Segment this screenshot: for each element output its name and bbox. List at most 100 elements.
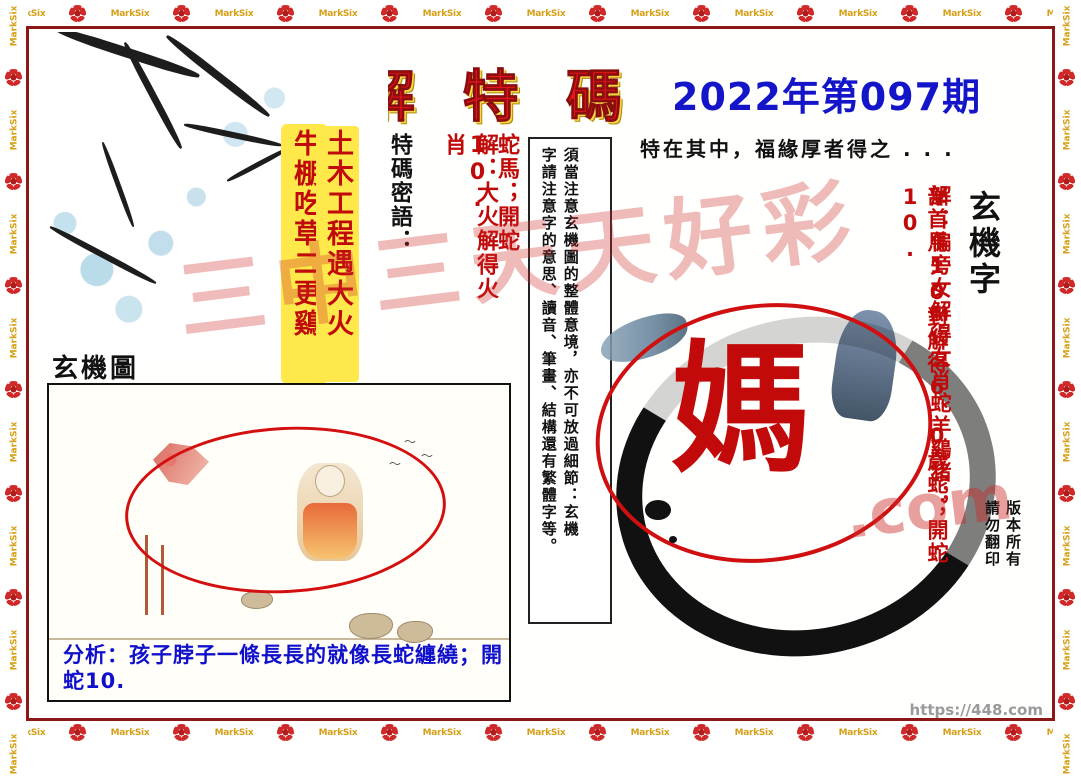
border-brand-text: MarkSix: [630, 728, 670, 738]
painting-label: 玄機圖: [52, 354, 140, 384]
border-brand-text: MarkSix: [1062, 109, 1073, 151]
border-brand-text: MarkSix: [9, 629, 20, 671]
border-brand-text: MarkSix: [1062, 213, 1073, 255]
plum-flower-icon: [901, 724, 918, 741]
bird-icon: 〜: [404, 435, 417, 449]
border-brand-text: MarkSix: [318, 728, 358, 738]
bird-icon: 〜: [389, 457, 402, 471]
border-brand-text: MarkSix: [318, 9, 358, 19]
border-brand-text: MarkSix: [9, 733, 20, 775]
plum-flower-icon: [589, 5, 606, 22]
plum-flower-icon: [5, 69, 22, 86]
border-brand-text: MarkSix: [1062, 317, 1073, 359]
xuanji-answer-line-1: 解：偏旁女解得女肖蛇羊鷄猪；: [928, 185, 952, 507]
plum-flower-icon: [277, 5, 294, 22]
answer-line-2: 蛇馬；開蛇10.: [465, 133, 519, 253]
border-brand-text: MarkSix: [9, 109, 20, 151]
border-brand-text: MarkSix: [9, 317, 20, 359]
ground-line: [49, 638, 509, 640]
plum-flower-icon: [381, 5, 398, 22]
plum-flower-icon: [1058, 589, 1075, 606]
plum-flower-icon: [797, 5, 814, 22]
answer-line-1: 解：大火解得火肖: [441, 133, 498, 301]
plum-flower-icon: [69, 724, 86, 741]
border-brand-text: MarkSix: [734, 728, 774, 738]
plum-flower-icon: [173, 5, 190, 22]
plum-flower-icon: [5, 693, 22, 710]
issue-number: 2022年第097期: [672, 75, 982, 119]
border-brand-text: MarkSix: [9, 213, 20, 255]
plum-flower-icon: [69, 5, 86, 22]
border-brand-text: MarkSix: [9, 525, 20, 567]
plum-flower-icon: [5, 589, 22, 606]
plum-flower-icon: [1058, 277, 1075, 294]
border-band-right: MarkSix MarkSix MarkSix MarkSix MarkSix MarkS…: [1053, 0, 1081, 774]
border-brand-text: MarkSix: [526, 9, 566, 19]
border-brand-text: MarkSix: [9, 421, 20, 463]
border-brand-text: MarkSix: [1062, 5, 1073, 47]
border-brand-text: MarkSix: [422, 728, 462, 738]
notice-line-2: 字請注意字的意思、讀音、筆畫、結構還有繁體字等。: [539, 147, 558, 555]
plum-flower-icon: [485, 5, 502, 22]
plum-flower-icon: [5, 381, 22, 398]
plum-flower-icon: [5, 277, 22, 294]
rock-shape: [349, 613, 393, 639]
plum-flower-icon: [693, 5, 710, 22]
border-band-bottom: MarkSix MarkSix MarkSix MarkSix MarkSix MarkS…: [0, 719, 1081, 747]
border-brand-text: MarkSix: [838, 9, 878, 19]
plum-flower-icon: [5, 173, 22, 190]
border-brand-text: MarkSix: [214, 728, 254, 738]
plum-flower-icon: [381, 724, 398, 741]
plum-flower-icon: [5, 485, 22, 502]
border-band-top: MarkSix MarkSix MarkSix MarkSix MarkSix MarkS…: [0, 0, 1081, 28]
plum-flower-icon: [901, 5, 918, 22]
rock-shape: [241, 591, 273, 609]
child-figure-icon: [297, 463, 363, 561]
border-brand-text: MarkSix: [942, 728, 982, 738]
watermark-url: https://448.com: [909, 701, 1043, 719]
xuanji-character: 媽: [671, 328, 812, 492]
plum-flower-icon: [1058, 485, 1075, 502]
notice-box: 須當注意玄機圖的整體意境，亦不可放過細節：玄機 字請注意字的意思、讀音、筆畫、結…: [528, 137, 612, 624]
notice-line-1: 須當注意玄機圖的整體意境，亦不可放過細節：玄機: [561, 147, 580, 538]
plum-flower-icon: [1005, 724, 1022, 741]
bird-icon: 〜: [421, 449, 434, 463]
xuanji-answer-line-2: 部首馬10對解得6、0歲蛇；開蛇10.: [898, 185, 949, 565]
plum-flower-icon: [1058, 693, 1075, 710]
border-brand-text: MarkSix: [422, 9, 462, 19]
poem-line-2: 土木工程遇大火: [316, 126, 359, 382]
plum-flower-icon: [173, 724, 190, 741]
xuanji-picture-box: 〜 〜 〜 分析：孩子脖子一條長長的就像長蛇纏繞；開蛇10.: [47, 383, 511, 702]
rock-shape: [397, 621, 433, 643]
border-brand-text: MarkSix: [1062, 733, 1073, 775]
plum-flower-icon: [1058, 69, 1075, 86]
plum-flower-icon: [1058, 173, 1075, 190]
copyright-line-1: 版本所有: [1004, 500, 1022, 568]
border-brand-text: MarkSix: [942, 9, 982, 19]
border-brand-text: MarkSix: [1062, 525, 1073, 567]
plum-flower-icon: [1005, 5, 1022, 22]
border-brand-text: MarkSix: [110, 9, 150, 19]
border-brand-text: MarkSix: [1062, 629, 1073, 671]
plum-flower-icon: [589, 724, 606, 741]
copyright-line-2: 請勿翻印: [983, 500, 1001, 568]
border-brand-text: MarkSix: [630, 9, 670, 19]
tagline: 特在其中，福緣厚者得之 . . .: [640, 137, 955, 161]
secret-label: 特碼密語：: [387, 133, 412, 253]
border-brand-text: MarkSix: [734, 9, 774, 19]
border-brand-text: MarkSix: [838, 728, 878, 738]
xuanji-section-title: 玄機字: [964, 190, 1002, 298]
plum-flower-icon: [797, 724, 814, 741]
border-band-left: MarkSix MarkSix MarkSix MarkSix MarkSix MarkS…: [0, 0, 28, 774]
plum-flower-icon: [1058, 381, 1075, 398]
border-brand-text: MarkSix: [1062, 421, 1073, 463]
plum-flower-icon: [693, 724, 710, 741]
border-brand-text: MarkSix: [214, 9, 254, 19]
plum-flower-icon: [485, 724, 502, 741]
plum-flower-icon: [277, 724, 294, 741]
analysis-text: 分析：孩子脖子一條長長的就像長蛇纏繞；開蛇10.: [63, 642, 503, 693]
border-brand-text: MarkSix: [110, 728, 150, 738]
ink-circle-artwork: 媽: [578, 276, 1033, 697]
border-brand-text: MarkSix: [9, 5, 20, 47]
